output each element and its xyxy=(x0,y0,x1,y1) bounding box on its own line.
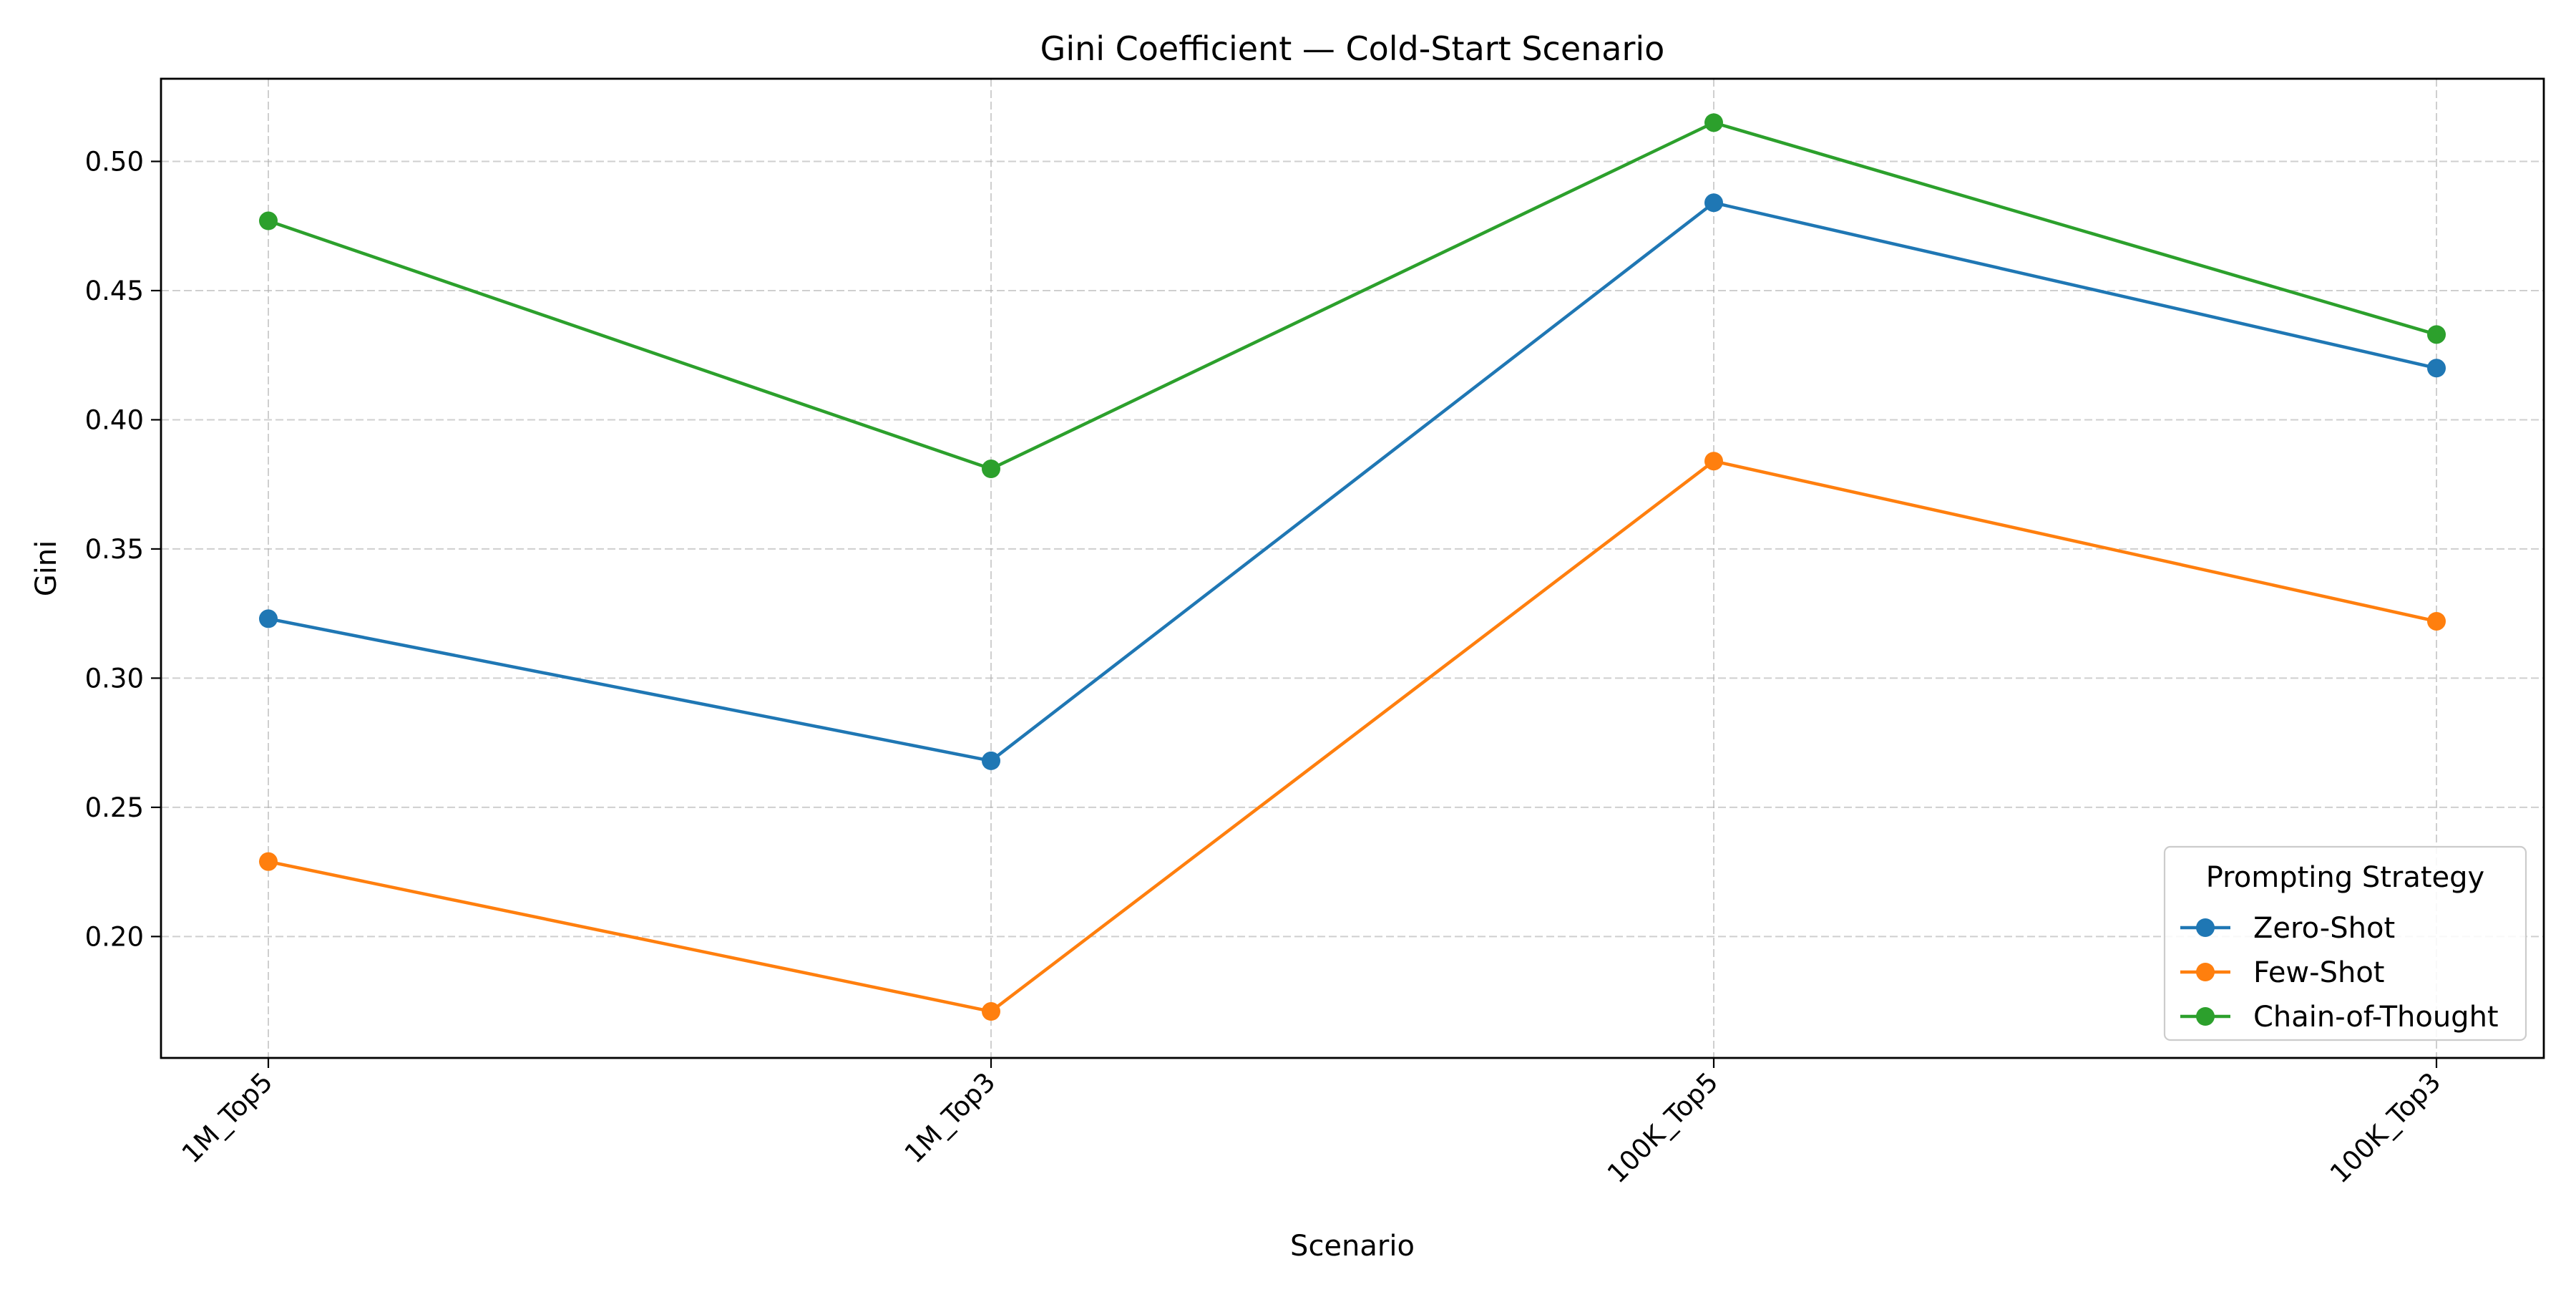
legend-box xyxy=(2163,845,2527,1041)
legend-swatch-marker xyxy=(2196,963,2215,981)
y-axis-ticks: 0.20 0.25 0.30 0.35 0.40 0.45 0.50 xyxy=(85,147,161,952)
legend-item: Zero-Shot xyxy=(2180,912,2395,945)
series-line xyxy=(266,201,2439,763)
series-chain-of-thought xyxy=(259,113,2446,479)
data-point xyxy=(2427,325,2446,344)
series-line xyxy=(266,121,2439,471)
y-tick-label: 0.20 xyxy=(85,921,144,952)
series-few-shot xyxy=(259,452,2446,1021)
x-tick-label: 100K_Top5 xyxy=(1601,1067,1724,1189)
data-point xyxy=(259,609,278,628)
data-point xyxy=(982,460,1000,479)
chart-title: Gini Coefficient — Cold-Start Scenario xyxy=(1040,29,1665,68)
y-tick-label: 0.50 xyxy=(85,147,144,178)
grid xyxy=(161,79,2544,1058)
y-tick-label: 0.45 xyxy=(85,276,144,306)
series-line xyxy=(266,459,2439,1014)
x-tick-label: 1M_Top5 xyxy=(176,1067,279,1170)
y-tick-label: 0.25 xyxy=(85,792,144,823)
y-tick-label: 0.35 xyxy=(85,534,144,565)
series-layer xyxy=(259,113,2446,1021)
legend-swatch-marker xyxy=(2196,1007,2215,1026)
legend-title: Prompting Strategy xyxy=(2206,861,2484,894)
legend-label: Chain-of-Thought xyxy=(2253,1001,2499,1034)
data-point xyxy=(259,852,278,871)
legend-items: Zero-Shot Few-Shot Chain-of-Thought xyxy=(2180,912,2499,1034)
y-tick-label: 0.40 xyxy=(85,404,144,435)
data-point xyxy=(982,1002,1000,1021)
legend-item: Few-Shot xyxy=(2180,956,2384,989)
legend: Prompting Strategy Zero-Shot Few-Shot Chai… xyxy=(2163,845,2527,1041)
legend-label: Few-Shot xyxy=(2253,956,2384,989)
data-point xyxy=(2427,611,2446,631)
y-tick-label: 0.30 xyxy=(85,663,144,694)
legend-item: Chain-of-Thought xyxy=(2180,1001,2499,1034)
x-tick-label: 100K_Top3 xyxy=(2324,1067,2446,1189)
y-axis-label: Gini xyxy=(30,540,63,597)
legend-label: Zero-Shot xyxy=(2253,912,2395,945)
plot-frame xyxy=(160,77,2545,1059)
series-zero-shot xyxy=(259,193,2446,770)
data-point xyxy=(1704,193,1723,213)
data-point xyxy=(259,211,278,230)
data-point xyxy=(1704,113,1723,132)
data-point xyxy=(1704,452,1723,471)
legend-swatch-marker xyxy=(2196,918,2215,937)
x-axis-label: Scenario xyxy=(1290,1230,1415,1263)
data-point xyxy=(2427,359,2446,378)
x-axis-ticks: 1M_Top5 1M_Top3 100K_Top5 100K_Top3 xyxy=(176,1058,2446,1189)
data-point xyxy=(982,751,1000,770)
x-tick-label: 1M_Top3 xyxy=(899,1067,1002,1170)
